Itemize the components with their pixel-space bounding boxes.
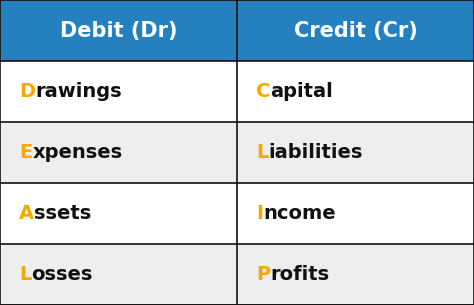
Text: apital: apital	[270, 82, 333, 101]
Text: L: L	[19, 265, 31, 284]
Text: P: P	[256, 265, 270, 284]
Text: C: C	[256, 82, 270, 101]
Text: A: A	[19, 204, 34, 223]
Text: Credit (Cr): Credit (Cr)	[293, 20, 418, 41]
Text: rawings: rawings	[35, 82, 122, 101]
Bar	[237, 122, 474, 183]
Text: L: L	[256, 143, 268, 162]
Text: Debit (Dr): Debit (Dr)	[60, 20, 177, 41]
Bar	[0, 122, 237, 183]
Text: E: E	[19, 143, 32, 162]
Text: D: D	[19, 82, 35, 101]
Bar	[0, 244, 237, 305]
Text: xpenses: xpenses	[32, 143, 122, 162]
Text: iabilities: iabilities	[268, 143, 363, 162]
Text: I: I	[256, 204, 263, 223]
Text: ssets: ssets	[34, 204, 91, 223]
Text: ncome: ncome	[263, 204, 336, 223]
Bar	[0, 183, 237, 244]
Bar	[0, 0, 237, 61]
Bar	[237, 0, 474, 61]
Text: osses: osses	[31, 265, 93, 284]
Bar	[237, 244, 474, 305]
Text: rofits: rofits	[270, 265, 329, 284]
Bar	[237, 61, 474, 122]
Bar	[237, 183, 474, 244]
Bar	[0, 61, 237, 122]
